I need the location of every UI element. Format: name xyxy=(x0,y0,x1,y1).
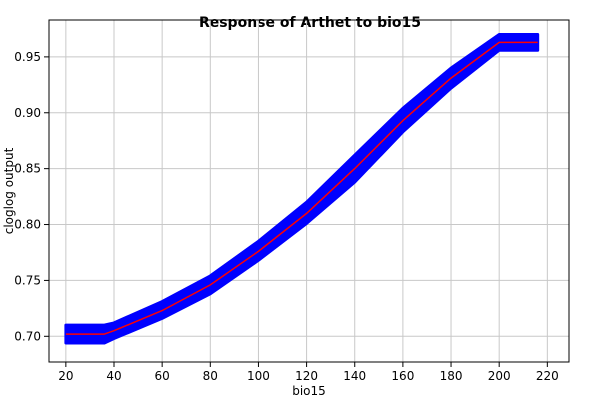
y-axis-label: cloglog output xyxy=(2,147,16,234)
y-tick-label: 0.95 xyxy=(14,50,41,64)
x-tick-label: 140 xyxy=(343,369,366,383)
y-axis: 0.70 0.75 0.80 0.85 0.90 0.95 xyxy=(14,50,49,343)
x-tick-label: 160 xyxy=(391,369,414,383)
y-tick-label: 0.70 xyxy=(14,329,41,343)
x-tick-label: 200 xyxy=(488,369,511,383)
y-tick-label: 0.85 xyxy=(14,162,41,176)
grid xyxy=(49,20,569,362)
y-tick-label: 0.80 xyxy=(14,218,41,232)
line-layer xyxy=(65,41,538,335)
x-tick-label: 40 xyxy=(106,369,121,383)
band-layer xyxy=(64,33,540,345)
x-tick-label: 20 xyxy=(58,369,73,383)
x-tick-label: 100 xyxy=(247,369,270,383)
x-tick-label: 80 xyxy=(203,369,218,383)
y-tick-label: 0.75 xyxy=(14,273,41,287)
x-axis: 20 40 60 80 100 120 140 160 180 200 220 xyxy=(58,362,559,383)
x-tick-label: 60 xyxy=(155,369,170,383)
y-tick-label: 0.90 xyxy=(14,106,41,120)
x-tick-label: 220 xyxy=(536,369,559,383)
plot-frame xyxy=(48,19,570,363)
x-tick-label: 180 xyxy=(440,369,463,383)
chart-title: Response of Arthet to bio15 xyxy=(199,15,421,31)
response-line xyxy=(65,41,538,335)
confidence-band xyxy=(64,33,540,345)
x-tick-label: 120 xyxy=(295,369,318,383)
x-axis-label: bio15 xyxy=(292,384,326,398)
